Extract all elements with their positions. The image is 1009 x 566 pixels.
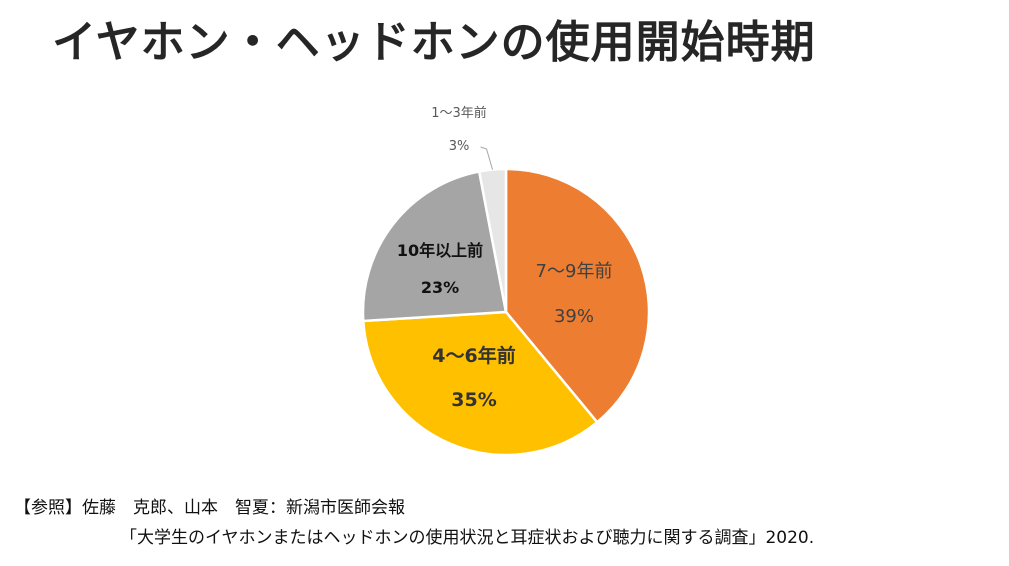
reference-citation: 【参照】佐藤 克郎、山本 智夏：新潟市医師会報 [14,498,405,518]
slice-value-label: 35% [451,389,496,411]
pie-slice [361,170,508,323]
pie-slice [504,167,651,424]
leader-line [480,146,494,170]
pie-slice [361,310,599,457]
slice-category-label: 1〜3年前 [431,105,487,121]
slice-category-label: 7〜9年前 [536,261,613,282]
slice-value-label: 3% [449,139,470,154]
reference-title: 「大学生のイヤホンまたはヘッドホンの使用状況と耳症状および聴力に関する調査」20… [120,528,815,548]
slice-category-label: 4〜6年前 [432,344,515,367]
slice-category-label: 10年以上前 [397,241,483,260]
slice-value-label: 39% [554,306,594,327]
slice-value-label: 23% [421,278,459,297]
page-title: イヤホン・ヘッドホンの使用開始時期 [52,17,816,68]
